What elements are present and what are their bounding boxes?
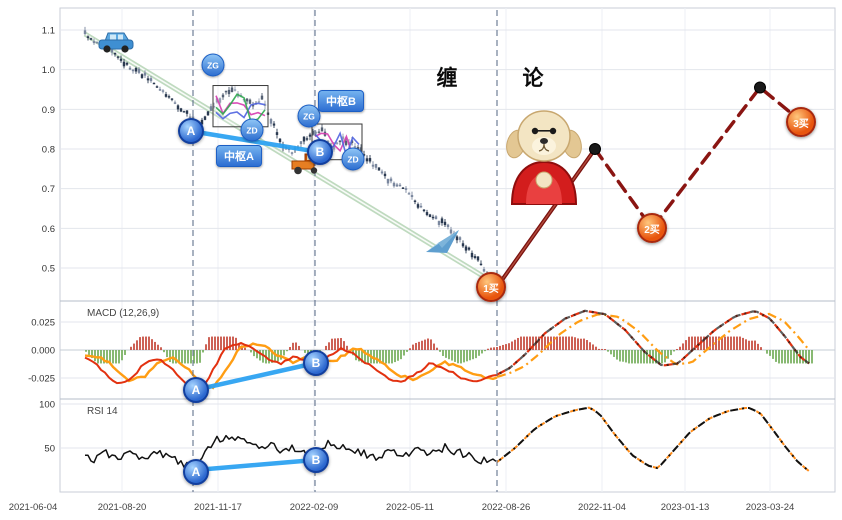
point-b-marker-rsi[interactable]: B: [303, 447, 329, 473]
macd-panel-title: MACD (12,26,9): [87, 308, 160, 319]
x-axis-date-label: 2022-02-09: [290, 502, 339, 513]
rsi-panel-title: RSI 14: [87, 406, 118, 417]
macd-y-tick-label: 0.000: [31, 346, 55, 357]
annotation-layer: [192, 10, 803, 492]
zd-badge-pivot-a[interactable]: ZD: [240, 118, 264, 142]
macd-y-tick-label: 0.025: [31, 318, 55, 329]
price-y-tick-label: 0.8: [42, 145, 55, 156]
zg-badge-pivot-a[interactable]: ZG: [201, 53, 225, 77]
macd-y-tick-label: -0.025: [28, 374, 55, 385]
pivot-b-label[interactable]: 中枢B: [318, 90, 364, 112]
rsi-y-tick-label: 100: [39, 400, 55, 411]
price-y-tick-label: 0.5: [42, 264, 55, 275]
price-y-tick-label: 0.7: [42, 184, 55, 195]
pivot-a-label[interactable]: 中枢A: [216, 145, 262, 167]
point-a-marker-macd[interactable]: A: [183, 377, 209, 403]
x-axis-date-label: 2023-03-24: [746, 502, 795, 513]
price-y-tick-label: 1.1: [42, 26, 55, 37]
buy2-marker[interactable]: 2买: [637, 213, 667, 243]
x-axis-date-label: 2021-06-04: [9, 502, 58, 513]
rsi-panel: [84, 406, 810, 473]
chan-character: 缠: [436, 67, 458, 90]
point-a-marker-price[interactable]: A: [178, 118, 204, 144]
x-axis-date-label: 2021-08-20: [98, 502, 147, 513]
price-y-tick-label: 1.0: [42, 65, 55, 76]
point-a-marker-rsi[interactable]: A: [183, 459, 209, 485]
point-b-marker-price[interactable]: B: [307, 139, 333, 165]
grid-layer: [59, 7, 836, 493]
x-axis-date-label: 2022-08-26: [482, 502, 531, 513]
zd-badge-pivot-b[interactable]: ZD: [341, 147, 365, 171]
lun-character: 论: [522, 67, 544, 90]
rsi-y-tick-label: 50: [44, 444, 55, 455]
x-axis-date-label: 2022-11-04: [578, 502, 626, 513]
price-y-tick-label: 0.9: [42, 105, 55, 116]
x-axis-date-label: 2023-01-13: [661, 502, 710, 513]
x-axis-date-label: 2021-11-17: [194, 502, 242, 513]
buy1-marker[interactable]: 1买: [476, 272, 506, 302]
buy3-marker[interactable]: 3买: [786, 107, 816, 137]
point-b-marker-macd[interactable]: B: [303, 350, 329, 376]
x-axis-date-label: 2022-05-11: [386, 502, 434, 513]
zg-badge-pivot-b[interactable]: ZG: [297, 104, 321, 128]
axis-labels-layer: 1.1 1.0 0.9 0.8 0.7 0.6 0.5 0.025 0.000 -0.025 100…: [9, 26, 795, 514]
price-y-tick-label: 0.6: [42, 224, 55, 235]
